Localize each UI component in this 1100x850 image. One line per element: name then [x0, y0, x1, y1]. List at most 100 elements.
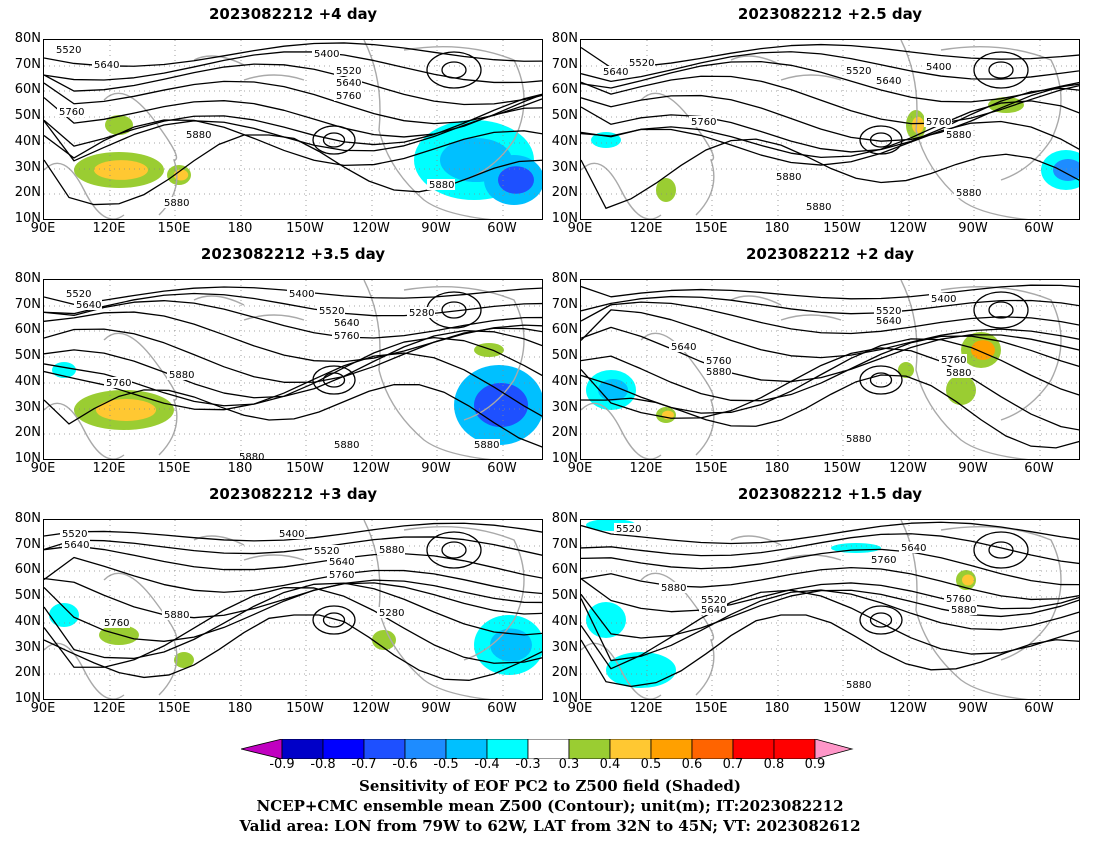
colorbar-segment	[691, 739, 734, 759]
contour-label-bg	[332, 317, 360, 328]
colorbar	[241, 739, 854, 759]
z500-contour	[581, 284, 1079, 300]
lon-tick-label: 150E	[157, 701, 191, 716]
closed-contour	[973, 291, 1029, 329]
contour-label-bg	[994, 699, 1022, 700]
shading-core	[112, 119, 130, 131]
closed-contour	[322, 612, 346, 628]
contour-label-bg	[287, 288, 315, 299]
lat-tick-label: 80N	[14, 31, 41, 46]
closed-contour	[869, 372, 893, 388]
contour-label-bg	[874, 305, 902, 316]
map-canvas-3: 5520564057605880540055205640576052805880…	[44, 280, 542, 459]
colorbar-segment	[568, 739, 611, 759]
contour-label: 5880	[846, 434, 871, 445]
contour-label-bg	[64, 288, 92, 299]
lon-tick-label: 60W	[1024, 701, 1054, 716]
lat-tick-label: 10N	[551, 451, 578, 466]
contour-label: 5640	[329, 557, 354, 568]
contour-label-bg	[407, 307, 435, 318]
coastline	[900, 520, 1029, 699]
colorbar-segment	[486, 739, 529, 759]
z500-contour	[44, 577, 542, 619]
contour-label: 5760	[334, 331, 359, 342]
coastline	[640, 332, 715, 456]
contour-label-bg	[949, 604, 977, 615]
lat-tick-label: 60N	[14, 82, 41, 97]
contour-label: 5400	[289, 289, 314, 300]
lon-tick-label: 120W	[352, 461, 390, 476]
coastline	[44, 402, 125, 459]
lat-tick-label: 30N	[14, 640, 41, 655]
lon-tick-label: 120W	[889, 461, 927, 476]
z500-contour	[581, 589, 1079, 639]
contour-label-bg	[874, 75, 902, 86]
colorbar-tick-label: -0.9	[269, 757, 295, 772]
lat-tick-label: 70N	[551, 537, 578, 552]
contour-label: 5880	[776, 172, 801, 183]
coastline	[403, 285, 525, 421]
lat-tick-label: 20N	[551, 425, 578, 440]
closed-contour	[322, 372, 346, 388]
lat-tick-label: 30N	[14, 160, 41, 175]
contour-label: 5400	[926, 62, 951, 73]
z500-contour	[44, 352, 542, 417]
caption-line-2: NCEP+CMC ensemble mean Z500 (Contour); u…	[256, 797, 844, 815]
z500-contour-5880	[44, 614, 542, 681]
z500-contour	[581, 120, 1079, 166]
lat-tick-label: 20N	[551, 185, 578, 200]
lat-tick-label: 60N	[551, 562, 578, 577]
lon-tick-label: 60W	[1024, 221, 1054, 236]
lon-tick-label: 180	[227, 701, 253, 716]
panel-title-4: 2023082212 +2 day	[746, 245, 914, 263]
lon-tick-label: 120E	[92, 221, 126, 236]
contour-label-bg	[844, 65, 872, 76]
lat-tick-label: 80N	[551, 31, 578, 46]
coastline	[363, 280, 492, 459]
lon-tick-label: 120W	[889, 701, 927, 716]
contour-label-bg	[601, 66, 629, 77]
lat-tick-label: 50N	[551, 108, 578, 123]
lat-tick-label: 40N	[14, 374, 41, 389]
colorbar-right-arrow	[814, 739, 854, 759]
closed-contour	[988, 61, 1014, 79]
z500-contour	[44, 119, 542, 166]
coastline	[403, 45, 525, 181]
lon-tick-label: 90W	[421, 221, 451, 236]
contour-label-bg	[334, 77, 362, 88]
lat-tick-label: 30N	[551, 400, 578, 415]
z500-contour	[44, 556, 542, 595]
lat-tick-label: 20N	[14, 665, 41, 680]
contour-label: 5520	[62, 529, 87, 540]
z500-contour-5880	[581, 374, 1079, 449]
lat-tick-label: 30N	[551, 640, 578, 655]
closed-contour	[441, 61, 467, 79]
colorbar-segment	[773, 739, 816, 759]
contour-label-bg	[939, 354, 967, 365]
lat-tick-label: 30N	[14, 400, 41, 415]
shading-core	[596, 610, 620, 630]
contour-label: 5760	[871, 555, 896, 566]
colorbar-tick-label: -0.4	[474, 757, 500, 772]
z500-contour	[44, 93, 542, 138]
lon-tick-label: 90E	[30, 221, 56, 236]
panel-title-5: 2023082212 +3 day	[209, 485, 377, 503]
coastline	[103, 572, 178, 696]
colorbar-tick-label: 0.5	[640, 757, 662, 772]
lat-tick-label: 60N	[551, 82, 578, 97]
colorbar-segment	[527, 739, 570, 759]
closed-contour	[312, 125, 356, 155]
contour-label-bg	[334, 65, 362, 76]
coastline	[640, 572, 715, 696]
lon-tick-label: 150E	[694, 221, 728, 236]
shading-core	[954, 381, 972, 399]
lon-tick-label: 150E	[694, 461, 728, 476]
contour-label-bg	[659, 582, 687, 593]
contour-label-bg	[167, 369, 195, 380]
z500-contour	[581, 548, 1079, 586]
colorbar-segment	[732, 739, 775, 759]
coastline	[193, 295, 245, 306]
lat-tick-label: 70N	[14, 57, 41, 72]
lon-tick-label: 120W	[889, 221, 927, 236]
coastline	[730, 295, 782, 306]
